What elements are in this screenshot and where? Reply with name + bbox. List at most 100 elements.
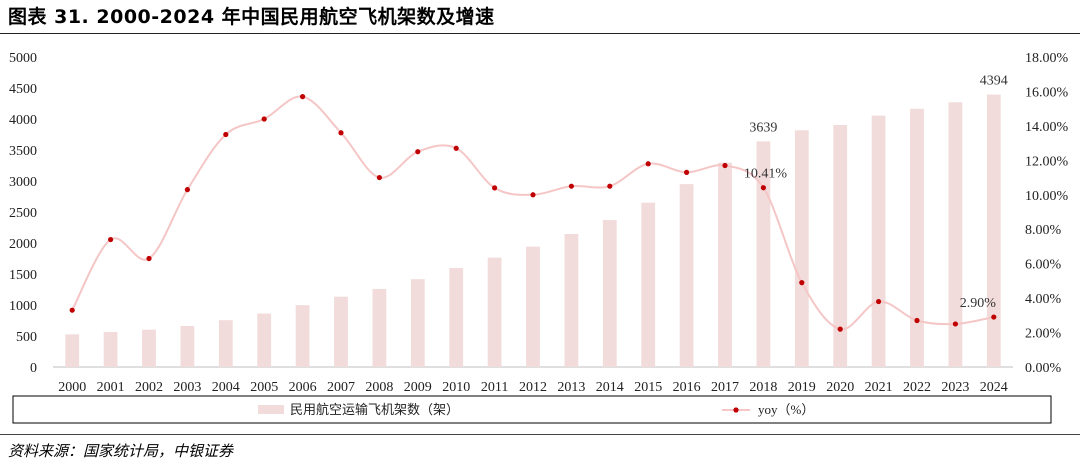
bar: [372, 288, 387, 367]
y-left-tick-label: 4000: [9, 113, 37, 128]
yoy-point: [876, 298, 882, 305]
yoy-point: [607, 183, 613, 189]
yoy-point: [415, 149, 421, 155]
data-label: 10.41%: [744, 167, 788, 182]
bar: [142, 329, 156, 367]
yoy-point: [223, 131, 229, 138]
bar: [794, 130, 809, 367]
y-right-tick-label: 10.00%: [1025, 189, 1069, 204]
yoy-point: [684, 169, 690, 175]
y-right-tick-label: 0.00%: [1025, 361, 1062, 376]
x-tick-label: 2013: [557, 380, 585, 395]
yoy-point: [530, 192, 536, 198]
y-right-tick-label: 6.00%: [1025, 258, 1062, 273]
y-left-tick-label: 2000: [9, 237, 37, 252]
title-rule: [0, 33, 1080, 34]
bar: [564, 234, 579, 367]
y-left-tick-label: 1500: [9, 268, 37, 283]
y-left-tick-label: 4500: [9, 82, 37, 97]
bar: [257, 313, 272, 367]
x-tick-label: 2011: [481, 380, 508, 395]
x-tick-label: 2008: [365, 380, 393, 395]
data-label: 2.90%: [960, 296, 997, 311]
y-left-tick-label: 3000: [9, 175, 37, 190]
bar: [103, 331, 118, 367]
y-right-tick-label: 4.00%: [1025, 292, 1062, 307]
x-tick-label: 2007: [327, 380, 355, 395]
x-tick-label: 2017: [711, 380, 739, 395]
y-left-tick-label: 5000: [9, 51, 37, 66]
legend-label: yoy（%）: [758, 402, 814, 417]
legend-marker-swatch: [733, 407, 739, 413]
bar: [410, 279, 425, 367]
x-tick-label: 2010: [442, 380, 470, 395]
x-tick-label: 2015: [634, 380, 662, 395]
x-tick-label: 2002: [135, 380, 163, 395]
x-tick-label: 2018: [749, 380, 777, 395]
x-tick-label: 2020: [826, 380, 854, 395]
yoy-point: [645, 161, 651, 167]
x-tick-label: 2000: [58, 380, 86, 395]
bar: [218, 320, 233, 367]
yoy-point: [568, 183, 575, 189]
x-tick-label: 2024: [980, 380, 1008, 395]
x-tick-label: 2014: [596, 380, 624, 395]
yoy-point: [69, 307, 75, 313]
x-tick-label: 2021: [865, 380, 893, 395]
y-right-tick-label: 2.00%: [1025, 327, 1062, 342]
yoy-point: [376, 174, 382, 181]
source-note: 资料来源：国家统计局，中银证券: [8, 442, 234, 460]
legend-box: [12, 395, 1052, 424]
data-label: 3639: [749, 120, 777, 135]
yoy-point: [492, 185, 498, 191]
x-tick-label: 2022: [903, 380, 931, 395]
y-left-tick-label: 3500: [9, 144, 37, 159]
bar: [180, 325, 195, 367]
x-tick-label: 2009: [404, 380, 432, 395]
chart-title-text: 图表 31. 2000-2024 年中国民用航空飞机架数及增速: [8, 6, 495, 28]
yoy-point: [837, 326, 843, 332]
legend-label: 民用航空运输飞机架数（架）: [290, 402, 459, 417]
yoy-point: [146, 255, 152, 262]
source-rule: [0, 434, 1080, 435]
x-tick-label: 2019: [788, 380, 816, 395]
legend-bar-swatch: [258, 405, 284, 414]
yoy-point: [261, 116, 267, 122]
y-left-tick-label: 500: [16, 330, 37, 345]
bar: [487, 257, 502, 367]
y-right-tick-label: 12.00%: [1025, 154, 1069, 169]
yoy-point: [453, 145, 459, 151]
bar: [910, 108, 924, 368]
bar: [756, 141, 771, 367]
bar: [334, 296, 348, 367]
yoy-point: [184, 187, 190, 193]
x-tick-label: 2005: [250, 380, 278, 395]
bar: [526, 246, 540, 367]
bar: [449, 267, 464, 367]
x-tick-label: 2023: [941, 380, 969, 395]
y-left-tick-label: 2500: [9, 206, 37, 221]
bar: [986, 94, 1001, 368]
bar: [679, 184, 694, 367]
y-left-tick-label: 1000: [9, 299, 37, 314]
bar: [948, 102, 963, 367]
x-tick-label: 2003: [173, 380, 201, 395]
y-left-tick-label: 0: [30, 361, 37, 376]
y-right-tick-label: 8.00%: [1025, 223, 1062, 238]
bar: [295, 305, 310, 367]
bar: [833, 125, 848, 367]
yoy-point: [914, 317, 920, 324]
x-tick-label: 2006: [289, 380, 317, 395]
yoy-point: [722, 162, 728, 169]
data-label: 4394: [980, 74, 1008, 89]
bar: [871, 115, 886, 367]
bar: [602, 220, 617, 367]
yoy-point: [108, 236, 114, 243]
yoy-point: [338, 130, 344, 136]
yoy-point: [799, 280, 805, 286]
yoy-point: [952, 321, 959, 327]
x-tick-label: 2001: [97, 380, 125, 395]
y-right-tick-label: 16.00%: [1025, 85, 1069, 100]
bar: [641, 202, 656, 367]
y-right-tick-label: 18.00%: [1025, 51, 1069, 66]
